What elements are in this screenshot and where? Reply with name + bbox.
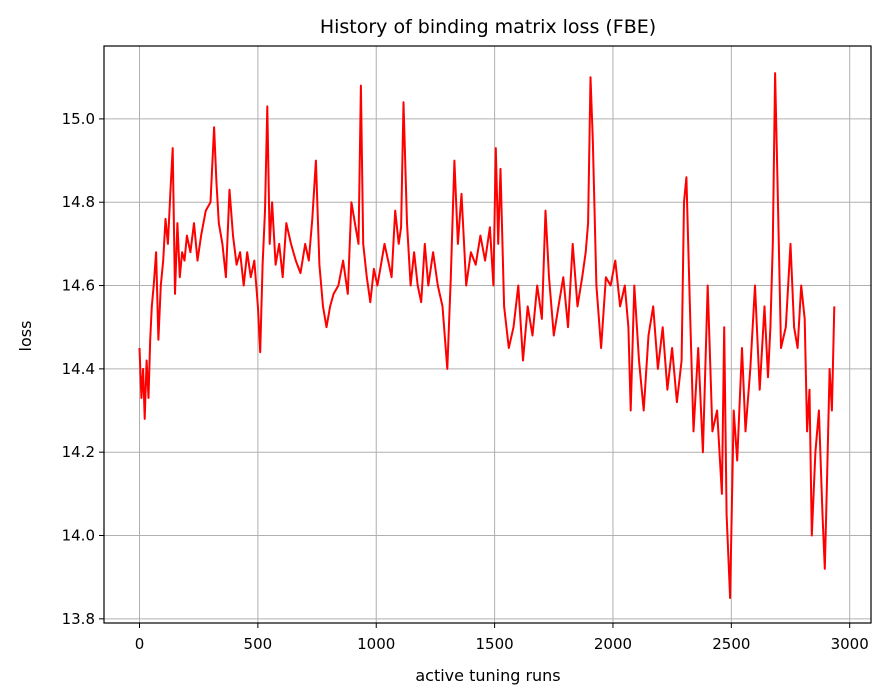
- y-axis-label: loss: [16, 321, 35, 352]
- y-tick-label: 14.8: [62, 193, 95, 211]
- x-axis-ticks: 0 500 1000 1500 2000 2500 3000: [135, 623, 869, 653]
- x-tick-label: 0: [135, 635, 145, 653]
- y-tick-label: 14.0: [62, 527, 95, 545]
- x-tick-label: 2000: [594, 635, 632, 653]
- x-tick-label: 1000: [357, 635, 395, 653]
- x-axis-label: active tuning runs: [415, 666, 560, 685]
- x-tick-label: 500: [244, 635, 273, 653]
- grid: [104, 46, 871, 623]
- y-tick-label: 14.4: [62, 360, 95, 378]
- plot-area-frame: [103, 45, 872, 624]
- x-tick-label: 2500: [712, 635, 750, 653]
- y-tick-label: 14.6: [62, 277, 95, 295]
- loss-series-line: [138, 72, 836, 599]
- x-tick-label: 3000: [831, 635, 869, 653]
- y-tick-label: 13.8: [62, 610, 95, 628]
- y-axis-ticks: 13.8 14.0 14.2 14.4 14.6 14.8 15.0: [62, 110, 104, 628]
- y-tick-label: 14.2: [62, 443, 95, 461]
- data-series: [138, 72, 836, 599]
- x-tick-label: 1500: [476, 635, 514, 653]
- y-tick-label: 15.0: [62, 110, 95, 128]
- chart-title: History of binding matrix loss (FBE): [320, 16, 656, 38]
